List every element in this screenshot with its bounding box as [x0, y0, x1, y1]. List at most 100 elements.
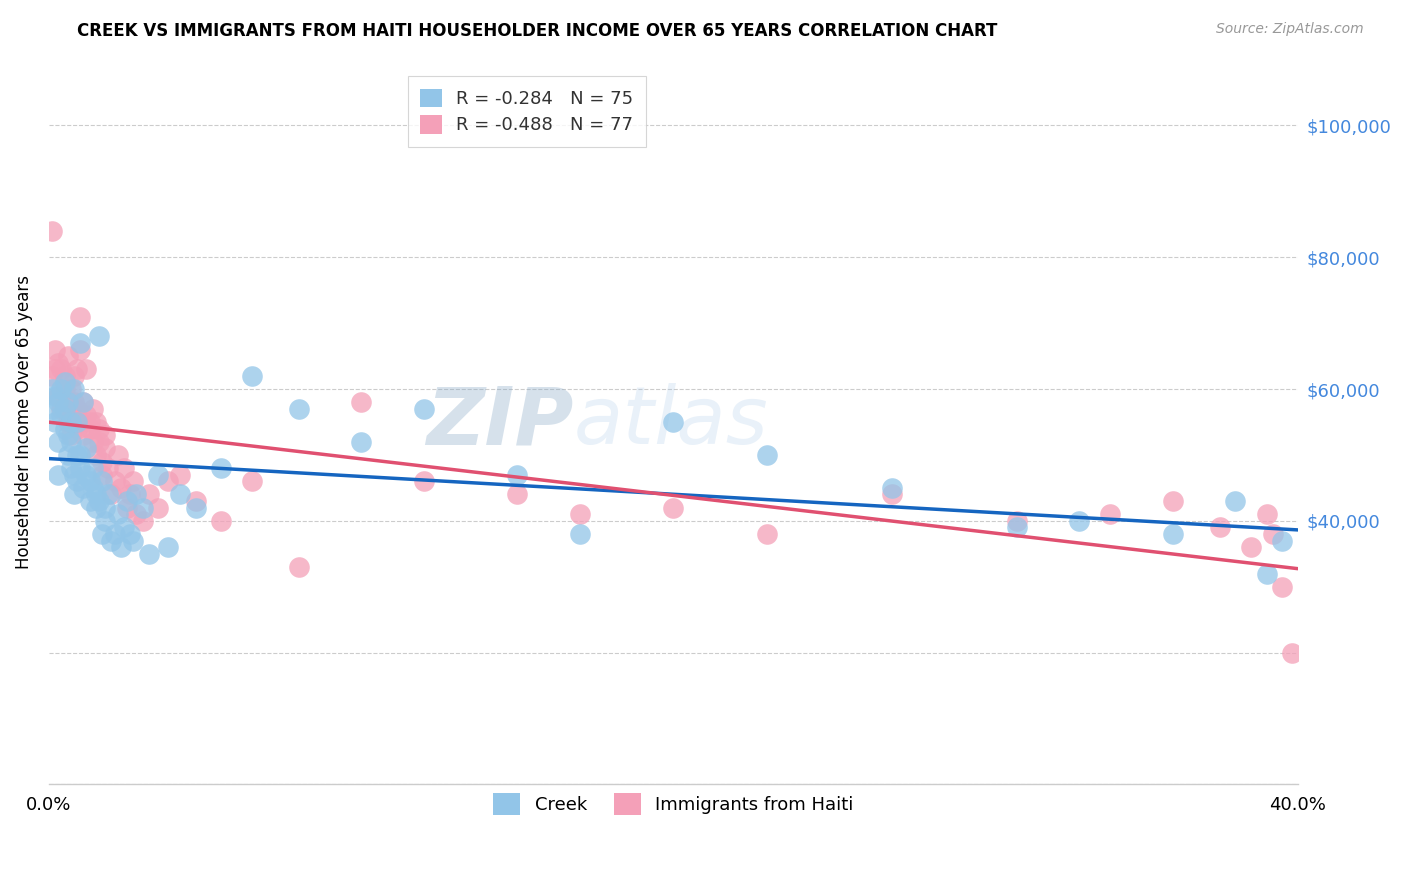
Point [125, 508, 148, 522]
Point [184, 494, 207, 508]
Point [79, 415, 101, 429]
Point [122, 533, 145, 548]
Point [1271, 533, 1294, 548]
Point [131, 514, 153, 528]
Point [46, 434, 69, 449]
Point [66, 415, 89, 429]
Point [72, 428, 94, 442]
Point [66, 421, 89, 435]
Point [82, 481, 104, 495]
Point [63, 395, 86, 409]
Point [75, 362, 97, 376]
Point [91, 475, 114, 489]
Point [568, 508, 591, 522]
Point [59, 461, 82, 475]
Point [148, 467, 170, 482]
Point [1161, 527, 1184, 541]
Point [209, 461, 232, 475]
Point [1161, 494, 1184, 508]
Point [66, 475, 89, 489]
Point [350, 395, 373, 409]
Point [84, 415, 107, 429]
Y-axis label: Householder Income Over 65 years: Householder Income Over 65 years [15, 275, 32, 569]
Point [51, 409, 73, 423]
Point [412, 475, 434, 489]
Point [69, 335, 91, 350]
Point [46, 467, 69, 482]
Point [69, 343, 91, 357]
Point [56, 395, 79, 409]
Point [75, 467, 97, 482]
Point [120, 487, 142, 501]
Point [1225, 494, 1247, 508]
Point [51, 401, 73, 416]
Point [91, 454, 114, 468]
Point [148, 500, 170, 515]
Point [112, 520, 135, 534]
Point [97, 461, 120, 475]
Point [156, 540, 179, 554]
Point [82, 401, 104, 416]
Point [56, 395, 79, 409]
Point [1005, 520, 1028, 534]
Point [100, 487, 122, 501]
Point [115, 494, 138, 508]
Point [1005, 514, 1028, 528]
Point [44, 362, 66, 376]
Point [41, 368, 63, 383]
Point [46, 356, 69, 370]
Point [69, 448, 91, 462]
Point [72, 395, 94, 409]
Point [756, 448, 779, 462]
Point [82, 461, 104, 475]
Point [120, 527, 142, 541]
Point [169, 487, 191, 501]
Point [107, 448, 129, 462]
Point [87, 494, 110, 508]
Point [350, 434, 373, 449]
Point [41, 224, 63, 238]
Point [94, 442, 117, 456]
Point [107, 508, 129, 522]
Point [84, 500, 107, 515]
Point [46, 389, 69, 403]
Point [63, 415, 86, 429]
Point [1256, 508, 1278, 522]
Text: Source: ZipAtlas.com: Source: ZipAtlas.com [1216, 22, 1364, 37]
Point [112, 461, 135, 475]
Point [79, 475, 101, 489]
Point [506, 487, 529, 501]
Point [84, 487, 107, 501]
Point [51, 382, 73, 396]
Point [41, 401, 63, 416]
Point [94, 514, 117, 528]
Point [1240, 540, 1263, 554]
Point [1261, 527, 1284, 541]
Point [209, 514, 232, 528]
Point [63, 382, 86, 396]
Point [125, 487, 148, 501]
Point [75, 409, 97, 423]
Point [41, 382, 63, 396]
Point [51, 362, 73, 376]
Point [87, 434, 110, 449]
Point [138, 487, 160, 501]
Point [880, 487, 903, 501]
Point [66, 401, 89, 416]
Point [184, 500, 207, 515]
Point [91, 527, 114, 541]
Point [53, 401, 76, 416]
Point [63, 368, 86, 383]
Point [115, 500, 138, 515]
Point [82, 434, 104, 449]
Point [56, 415, 79, 429]
Point [66, 362, 89, 376]
Point [59, 428, 82, 442]
Point [1281, 646, 1303, 660]
Point [91, 467, 114, 482]
Point [59, 409, 82, 423]
Point [1069, 514, 1091, 528]
Point [138, 547, 160, 561]
Point [53, 368, 76, 383]
Point [53, 421, 76, 435]
